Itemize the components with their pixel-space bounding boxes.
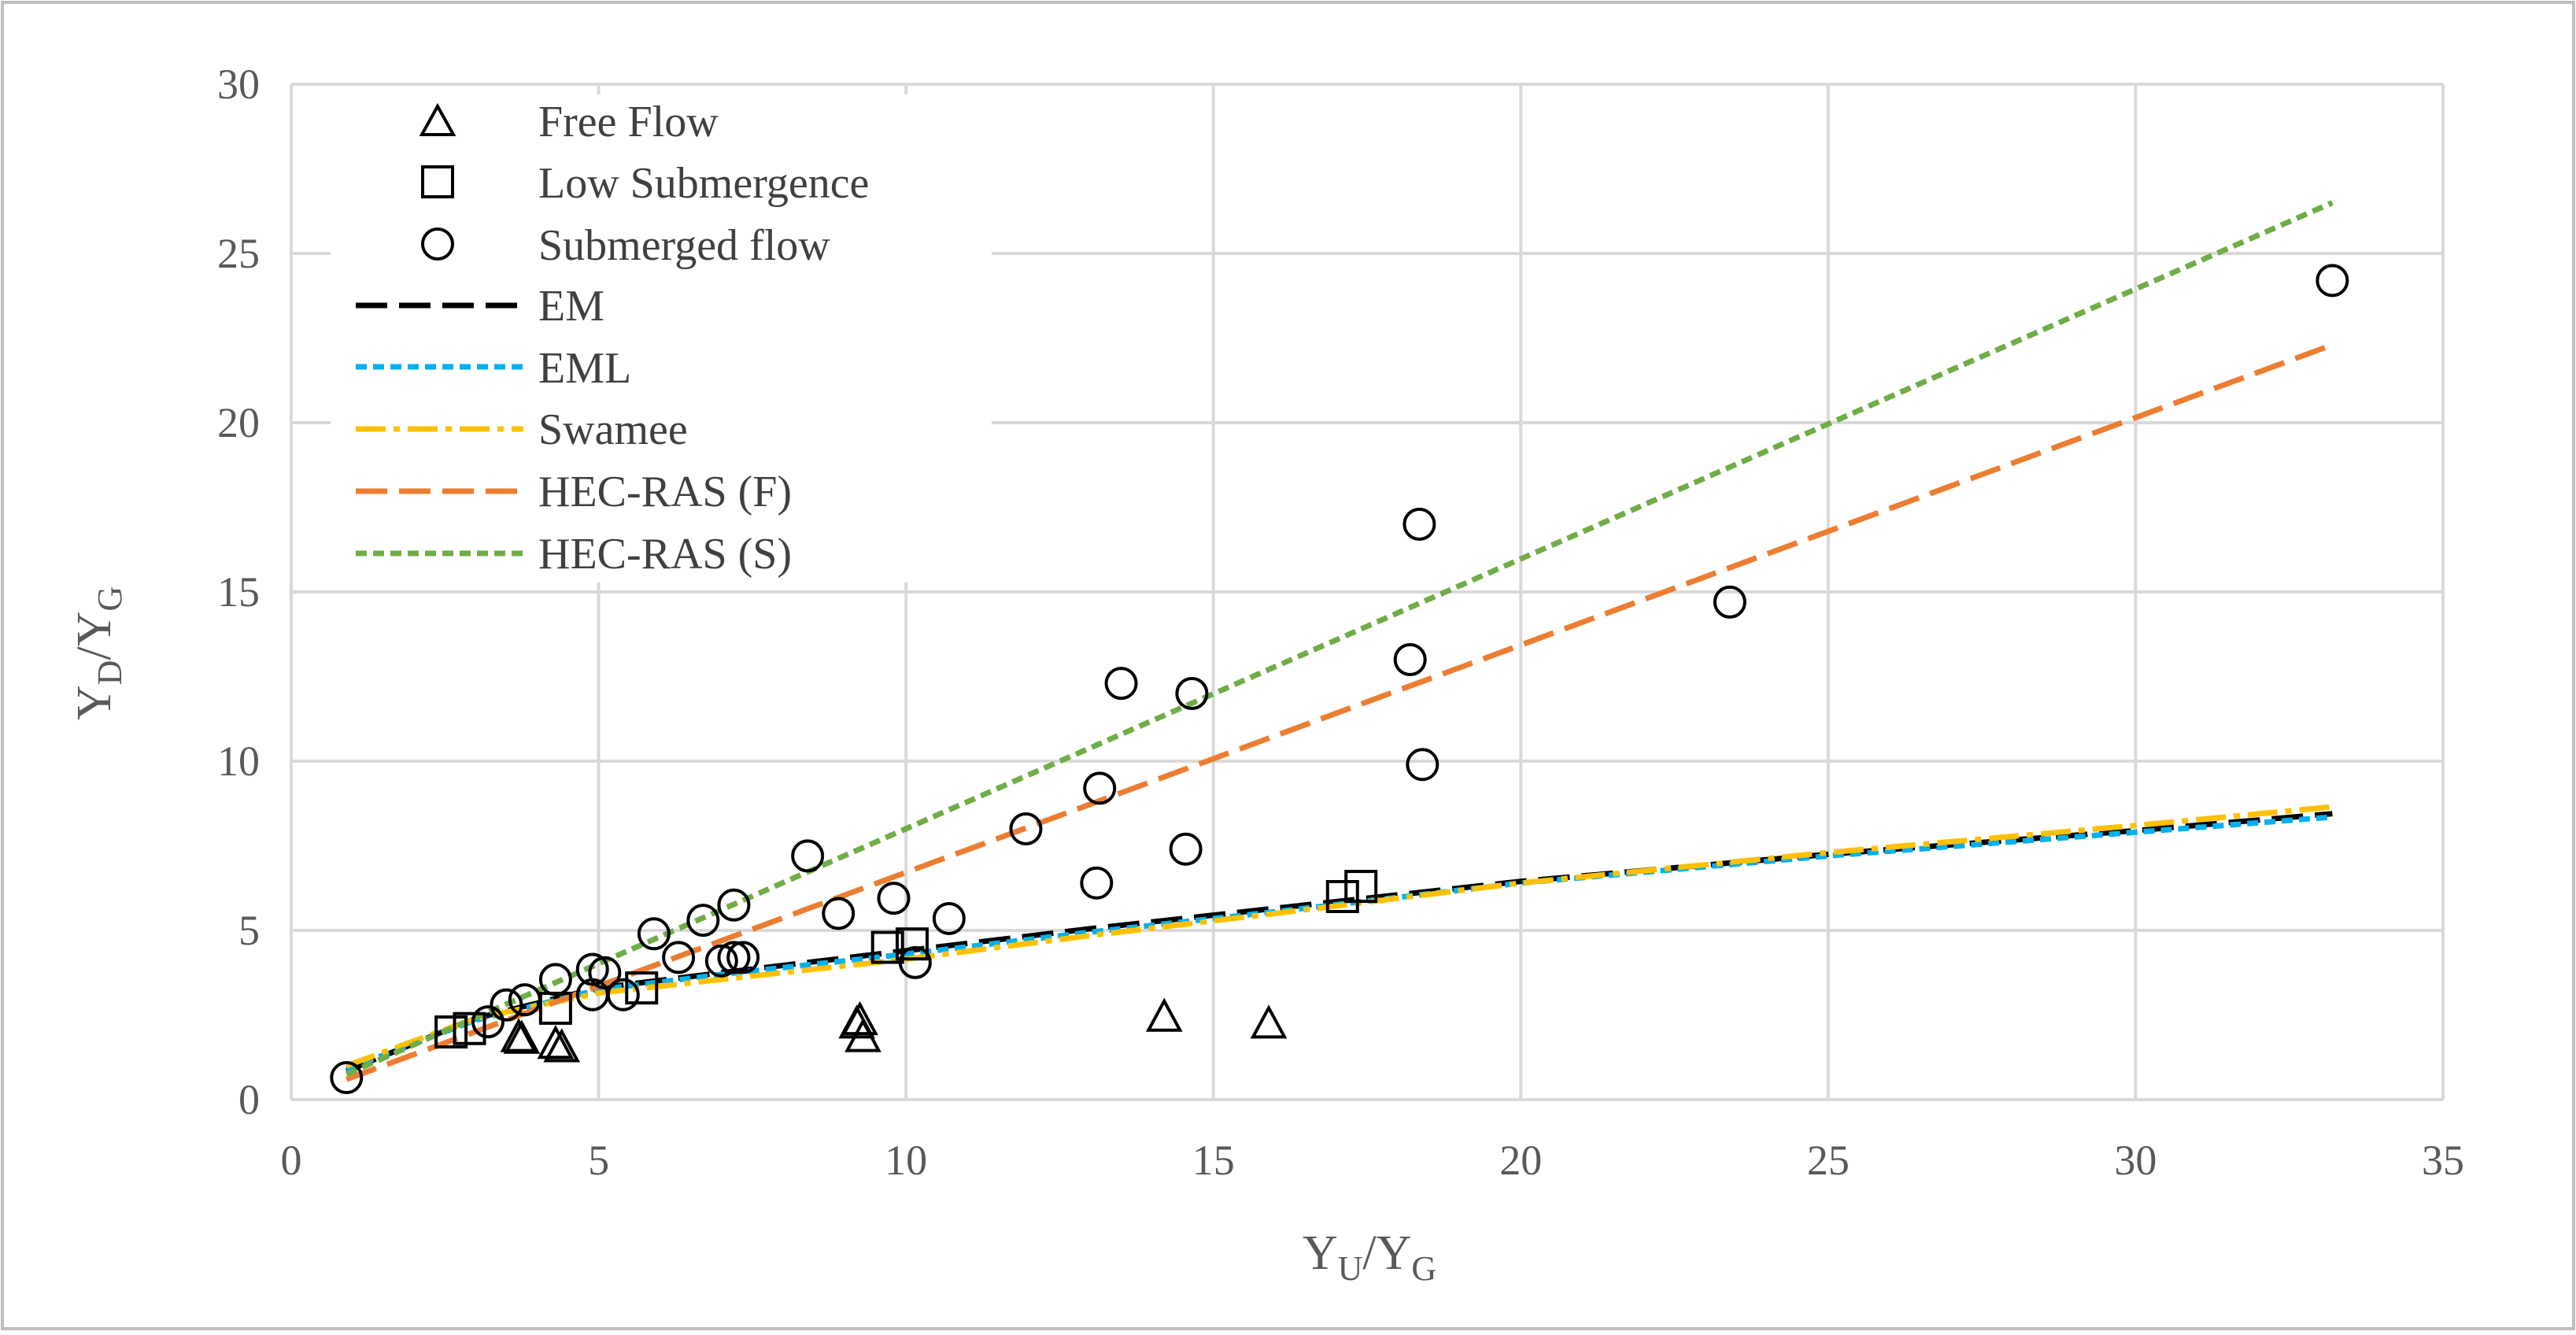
- point-submerged-flow: [538, 963, 572, 997]
- legend-background: [331, 94, 992, 582]
- point-low-submergence: [1325, 880, 1359, 913]
- point-low-submergence: [625, 971, 659, 1005]
- point-low-submergence: [434, 1015, 468, 1048]
- point-submerged-flow: [704, 944, 738, 978]
- point-free-flow: [500, 1018, 538, 1052]
- point-submerged-flow: [1406, 748, 1440, 782]
- x-tick-label: 15: [1192, 1137, 1235, 1184]
- point-submerged-flow: [1083, 771, 1117, 805]
- point-submerged-flow: [726, 941, 760, 974]
- point-low-submergence: [895, 927, 929, 961]
- legend-label-em: EM: [538, 282, 604, 331]
- x-tick-label: 25: [1807, 1137, 1850, 1184]
- legend-label-hecras-s: HEC-RAS (S): [538, 530, 792, 579]
- line-em: [345, 811, 2333, 1074]
- point-free-flow: [841, 1000, 878, 1036]
- x-tick-label: 20: [1499, 1137, 1542, 1184]
- point-submerged-flow: [606, 978, 640, 1011]
- point-submerged-flow: [877, 882, 911, 915]
- point-submerged-flow: [822, 897, 856, 930]
- legend-label-swamee: Swamee: [538, 405, 688, 454]
- point-submerged-flow: [490, 988, 523, 1022]
- x-tick-label: 10: [885, 1137, 927, 1184]
- point-low-submergence: [1344, 870, 1378, 904]
- point-submerged-flow: [508, 983, 541, 1017]
- y-tick-label: 25: [217, 230, 260, 277]
- y-tick-label: 10: [217, 738, 260, 785]
- y-tick-label: 20: [217, 399, 260, 446]
- point-submerged-flow: [330, 1061, 364, 1095]
- point-low-submergence: [453, 1011, 486, 1045]
- point-submerged-flow: [575, 952, 609, 986]
- x-tick-label: 0: [281, 1137, 302, 1184]
- point-submerged-flow: [932, 901, 966, 935]
- point-low-submergence: [870, 930, 904, 964]
- point-submerged-flow: [1403, 508, 1436, 541]
- point-submerged-flow: [1393, 643, 1427, 676]
- y-tick-label: 30: [217, 61, 260, 108]
- legend-circle-icon: [421, 227, 454, 261]
- point-free-flow: [543, 1028, 581, 1063]
- point-free-flow: [1250, 1004, 1288, 1039]
- legend-label-submerged-flow: Submerged flow: [538, 221, 830, 270]
- point-submerged-flow: [2315, 264, 2349, 298]
- legend-square-icon: [421, 165, 454, 198]
- legend-label-eml: EML: [538, 344, 631, 393]
- x-tick-label: 30: [2114, 1137, 2157, 1184]
- y-tick-label: 15: [217, 568, 260, 616]
- point-free-flow: [1145, 997, 1183, 1032]
- point-submerged-flow: [662, 941, 696, 974]
- point-submerged-flow: [717, 888, 751, 922]
- y-tick-label: 5: [238, 907, 260, 954]
- point-submerged-flow: [1713, 585, 1746, 619]
- model-lines: [345, 200, 2334, 1082]
- x-tick-label: 5: [588, 1137, 609, 1184]
- data-points: [330, 264, 2349, 1095]
- legend: Free Flow Low Submergence Submerged flow…: [331, 94, 992, 582]
- point-free-flow: [537, 1024, 575, 1059]
- line-hec-ras-f: [346, 342, 2334, 1082]
- y-tick-label: 0: [238, 1076, 260, 1123]
- point-submerged-flow: [717, 941, 751, 974]
- point-submerged-flow: [686, 904, 720, 937]
- y-axis-title: YD/YG: [68, 586, 129, 720]
- point-submerged-flow: [1009, 812, 1043, 845]
- point-submerged-flow: [1080, 866, 1114, 900]
- legend-label-hecras-f: HEC-RAS (F): [538, 468, 792, 516]
- point-submerged-flow: [1175, 677, 1209, 710]
- tick-labels: 0 5 10 15 20 25 30 0 5 10 15 20 25 30 35: [217, 61, 2464, 1184]
- x-tick-label: 35: [2422, 1137, 2464, 1184]
- point-submerged-flow: [898, 945, 932, 979]
- point-submerged-flow: [471, 1005, 504, 1039]
- legend-triangle-icon: [419, 102, 456, 136]
- point-free-flow: [844, 1018, 881, 1052]
- legend-label-free-flow: Free Flow: [538, 98, 719, 146]
- x-axis-title: YU/YG: [1303, 1226, 1436, 1288]
- point-free-flow: [503, 1019, 541, 1054]
- point-submerged-flow: [637, 917, 671, 951]
- line-hec-ras-s: [345, 200, 2334, 1078]
- point-submerged-flow: [1104, 667, 1138, 701]
- point-submerged-flow: [1169, 832, 1203, 866]
- legend-label-low-submergence: Low Submergence: [538, 159, 869, 208]
- point-submerged-flow: [791, 839, 825, 873]
